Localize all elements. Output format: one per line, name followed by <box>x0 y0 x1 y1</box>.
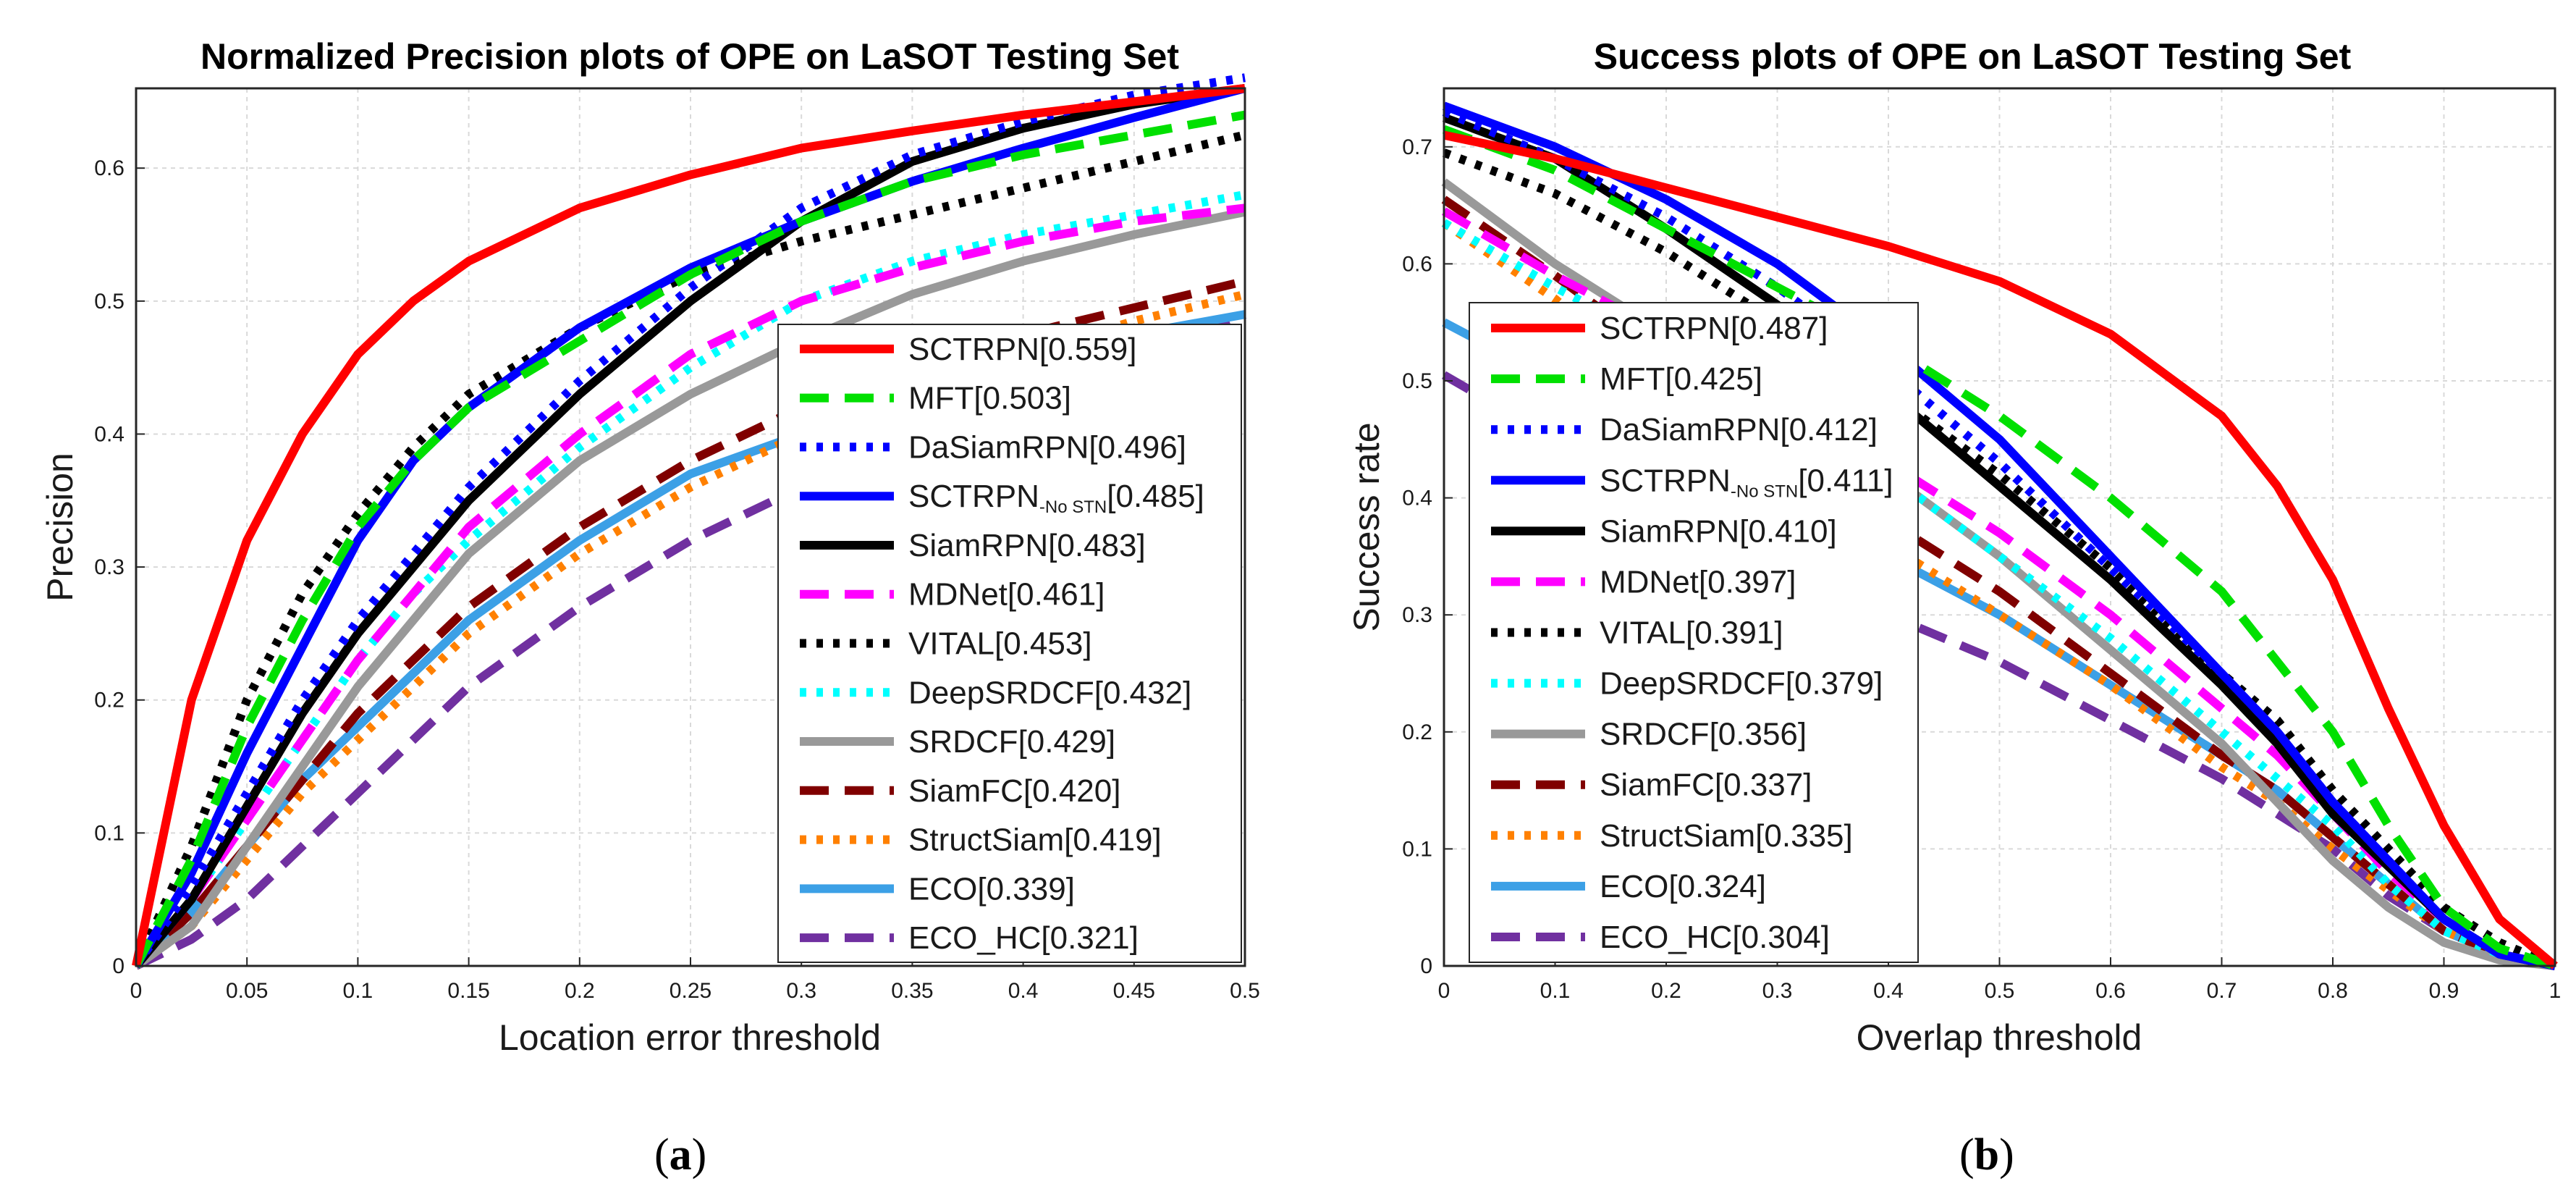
legend-label: MDNet[0.461] <box>908 577 1105 613</box>
legend-label: SCTRPN[0.559] <box>908 332 1136 367</box>
y-tick-label: 0 <box>112 954 124 978</box>
x-tick-label: 0.7 <box>2207 979 2237 1003</box>
x-tick-label: 0.3 <box>1762 979 1793 1003</box>
x-tick-label: 0.5 <box>1985 979 2015 1003</box>
series-line-dasiamrpn <box>1442 107 2556 970</box>
panel-a-precision-plot: Normalized Precision plots of OPE on LaS… <box>40 36 1260 1180</box>
legend-label: VITAL[0.453] <box>908 626 1092 662</box>
legend-label: DeepSRDCF[0.432] <box>908 675 1191 710</box>
series-line-mft <box>1442 125 2556 970</box>
x-tick-label: 0.4 <box>1008 979 1039 1003</box>
series-line-srdcf <box>133 207 1246 970</box>
y-tick-label: 0.5 <box>94 290 124 314</box>
x-tick-label: 0.5 <box>1230 979 1260 1003</box>
series-line-sctrpn <box>1443 130 2558 970</box>
x-tick-label: 0.8 <box>2318 979 2348 1003</box>
series-line-sctrpn-no-stn <box>132 84 1246 969</box>
series-line-sctrpn <box>132 84 1246 967</box>
y-tick-label: 0.3 <box>94 555 124 579</box>
legend-label: MFT[0.425] <box>1600 361 1762 397</box>
legend-label: SiamFC[0.420] <box>908 773 1120 809</box>
x-axis-label: Overlap threshold <box>1857 1017 2142 1058</box>
legend: SCTRPN[0.559] MFT[0.503] DaSiamRPN[0.496] S… <box>777 324 1242 963</box>
y-axis-label: Success rate <box>1346 422 1387 631</box>
x-tick-label: 0.2 <box>565 979 595 1003</box>
legend-label: MFT[0.503] <box>908 381 1071 416</box>
x-tick-label: 0.6 <box>2095 979 2126 1003</box>
legend-label: SiamFC[0.337] <box>1600 768 1812 803</box>
panel-caption-b: (b) <box>1959 1130 2014 1180</box>
series-line-siamrpn <box>132 84 1246 969</box>
legend: SCTRPN[0.487] MFT[0.425] DaSiamRPN[0.412] S… <box>1469 302 1919 963</box>
y-tick-label: 0.1 <box>94 821 124 845</box>
x-tick-label: 0.35 <box>891 979 933 1003</box>
y-tick-label: 0.2 <box>94 689 124 712</box>
y-tick-label: 0.4 <box>1402 487 1432 510</box>
series-line-deepsrdcf <box>1441 219 2556 970</box>
panel-b-success-plot: Success plots of OPE on LaSOT Testing Se… <box>1346 36 2561 1180</box>
legend-label: StructSiam[0.335] <box>1600 818 1853 854</box>
series-line-dasiamrpn <box>132 73 1246 969</box>
legend-label: SRDCF[0.429] <box>908 724 1115 760</box>
legend-label: SRDCF[0.356] <box>1600 717 1807 752</box>
axis-ticks: 0 0.05 0.1 0.15 0.2 0.25 0.3 0.35 0.4 0.45 0.5 0 0.1… <box>94 156 1260 1003</box>
panel-caption-a: (a) <box>654 1130 706 1180</box>
chart-title: Success plots of OPE on LaSOT Testing Se… <box>1594 36 2352 77</box>
series-line-mft <box>132 110 1246 968</box>
x-tick-label: 1 <box>2549 979 2562 1003</box>
x-tick-label: 0.05 <box>226 979 268 1003</box>
legend-label: DaSiamRPN[0.412] <box>1600 412 1878 447</box>
y-tick-label: 0.7 <box>1402 135 1432 159</box>
legend-label: ECO_HC[0.321] <box>908 920 1139 956</box>
legend-label: SiamRPN[0.483] <box>908 528 1146 563</box>
y-tick-label: 0.6 <box>94 156 124 180</box>
legend-label: SCTRPN[0.487] <box>1600 311 1828 346</box>
y-tick-label: 0.3 <box>1402 603 1432 627</box>
x-tick-label: 0.25 <box>670 979 711 1003</box>
series-line-vital <box>132 130 1246 968</box>
x-tick-label: 0.2 <box>1651 979 1681 1003</box>
legend-label: SCTRPN-No STN[0.485] <box>908 479 1204 517</box>
x-tick-label: 0.45 <box>1113 979 1155 1003</box>
x-axis-label: Location error threshold <box>499 1017 881 1058</box>
legend-label: StructSiam[0.419] <box>908 823 1162 858</box>
legend-label: VITAL[0.391] <box>1600 615 1783 651</box>
x-tick-label: 0.9 <box>2429 979 2459 1003</box>
y-tick-label: 0.4 <box>94 422 124 446</box>
x-tick-label: 0 <box>1438 979 1450 1003</box>
y-axis-label: Precision <box>40 453 80 602</box>
y-tick-label: 0.1 <box>1402 837 1432 861</box>
legend-label: ECO[0.339] <box>908 871 1075 907</box>
x-tick-label: 0.3 <box>786 979 816 1003</box>
y-tick-label: 0 <box>1420 954 1432 978</box>
y-tick-label: 0.6 <box>1402 252 1432 276</box>
x-tick-label: 0.1 <box>343 979 373 1003</box>
x-tick-label: 0.15 <box>447 979 489 1003</box>
legend-label: SiamRPN[0.410] <box>1600 513 1837 549</box>
legend-label: ECO[0.324] <box>1600 869 1766 904</box>
legend-label: MDNet[0.397] <box>1600 564 1796 600</box>
x-tick-label: 0.1 <box>1540 979 1571 1003</box>
legend-label: ECO_HC[0.304] <box>1600 920 1830 955</box>
legend-label: DaSiamRPN[0.496] <box>908 429 1186 465</box>
legend-label: SCTRPN-No STN[0.411] <box>1600 463 1893 501</box>
y-tick-label: 0.2 <box>1402 720 1432 744</box>
series-line-mdnet <box>132 203 1246 969</box>
x-tick-label: 0 <box>130 979 143 1003</box>
chart-title: Normalized Precision plots of OPE on LaS… <box>200 36 1179 77</box>
legend-label: DeepSRDCF[0.379] <box>1600 666 1883 702</box>
y-tick-label: 0.5 <box>1402 369 1432 393</box>
series-line-structsiam <box>133 290 1246 970</box>
x-tick-label: 0.4 <box>1873 979 1904 1003</box>
